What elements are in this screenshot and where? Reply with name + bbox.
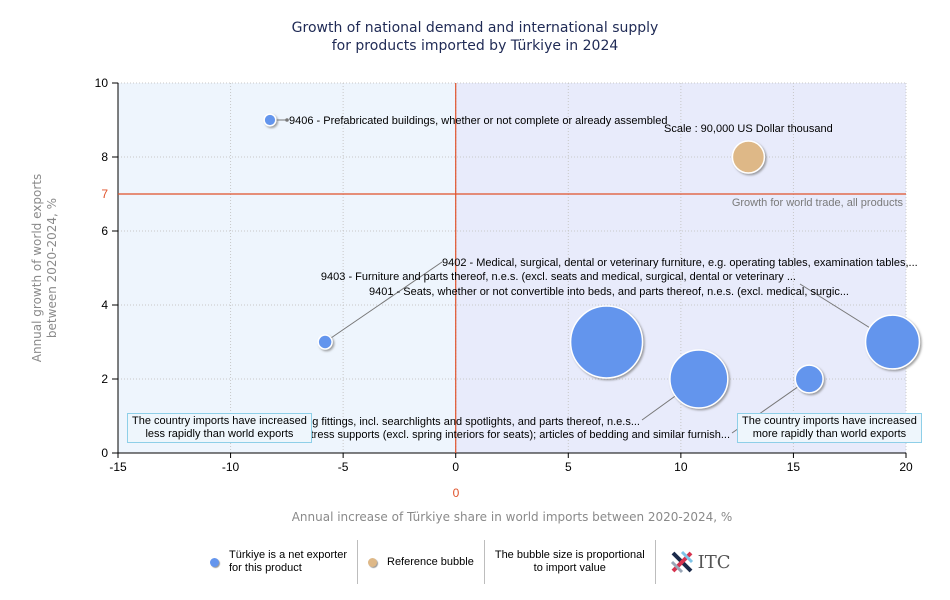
x-tick-label: 10 <box>674 460 688 474</box>
legend-item-net-exporter: Türkiye is a net exporter for this produ… <box>200 540 357 584</box>
bubble-9402[interactable] <box>317 334 333 350</box>
reference-bubble-icon <box>368 557 377 567</box>
bubbles <box>263 113 921 409</box>
y-tick-label: 6 <box>101 224 108 238</box>
y-tick-label: 10 <box>95 76 109 90</box>
reference-bubble <box>731 140 766 174</box>
legend-text: The bubble size is proportional <box>494 549 645 561</box>
bubble-9404[interactable] <box>794 364 824 394</box>
x-axis-label: Annual increase of Türkiye share in worl… <box>292 510 733 524</box>
y-tick-label: 4 <box>101 298 108 312</box>
chart-title-line-1: Growth of national demand and internatio… <box>292 20 659 36</box>
x-tick-label: -10 <box>222 460 240 474</box>
bubble-label-9405: ng fittings, incl. searchlights and spot… <box>306 416 640 428</box>
quadrant-note-bottom-left: The country imports have increased less … <box>127 413 312 443</box>
bubble-labels: 9406 - Prefabricated buildings, whether … <box>289 115 918 441</box>
x-tick-label: -15 <box>109 460 127 474</box>
legend-item-reference: Reference bubble <box>358 540 484 584</box>
chart-title-line-2: for products imported by Türkiye in 2024 <box>332 38 619 54</box>
reference-x-tick: 0 <box>453 486 460 500</box>
legend-text: Türkiye is a net exporter <box>229 549 347 561</box>
grid-lines <box>118 82 907 453</box>
legend-divider <box>654 540 656 584</box>
chart-legend: Türkiye is a net exporter for this produ… <box>200 540 731 584</box>
scale-text: Scale : 90,000 US Dollar thousand <box>664 123 833 135</box>
y-tick-label: 8 <box>101 150 108 164</box>
bubble-label-9406: 9406 - Prefabricated buildings, whether … <box>289 115 668 127</box>
reference-y-tick: 7 <box>101 187 108 201</box>
itc-logo-text: ITC <box>697 551 731 573</box>
bubble-9401[interactable] <box>569 305 644 379</box>
bubble-chart: Growth of national demand and internatio… <box>30 20 921 524</box>
x-tick-label: 20 <box>899 460 913 474</box>
leader-line-9402 <box>324 261 443 343</box>
world-trade-growth-caption: Growth for world trade, all products <box>732 197 904 209</box>
legend-divider <box>483 540 485 584</box>
bubble-label-9401: 9401 - Seats, whether or not convertible… <box>369 286 849 298</box>
bubble-label-9404: ttress supports (excl. spring interiors … <box>308 429 730 441</box>
quadrant-note-line: less rapidly than world exports <box>145 428 294 440</box>
blue-bubble-icon <box>210 557 219 567</box>
y-tick-label: 0 <box>101 446 108 460</box>
itc-logo-icon <box>670 550 693 574</box>
quadrant-note-bottom-right: The country imports have increased more … <box>737 413 922 443</box>
quadrant-note-line: The country imports have increased <box>742 415 917 427</box>
legend-text: for this product <box>229 562 302 574</box>
bubble-9405[interactable] <box>669 349 729 409</box>
itc-logo: ITC <box>656 540 731 584</box>
reference-lines <box>118 83 906 453</box>
axes: -15 -10 -5 0 5 10 15 20 0 2 4 6 8 10 <box>95 76 913 474</box>
legend-text: to import value <box>533 562 606 574</box>
leader-dot-9406 <box>285 118 289 122</box>
y-axis-label-line-2: between 2020-2024, % <box>45 198 59 338</box>
legend-divider <box>357 540 358 584</box>
y-tick-label: 2 <box>101 372 108 386</box>
quadrant-note-line: The country imports have increased <box>132 415 307 427</box>
legend-text: Reference bubble <box>387 555 474 568</box>
legend-item-size-note: The bubble size is proportional to impor… <box>485 540 655 584</box>
x-tick-label: 0 <box>452 460 459 474</box>
x-tick-label: -5 <box>338 460 349 474</box>
x-tick-label: 5 <box>565 460 572 474</box>
bubble-9403[interactable] <box>864 314 921 370</box>
y-axis-label-line-1: Annual growth of world exports <box>30 174 44 362</box>
bubble-label-9403: 9403 - Furniture and parts thereof, n.e.… <box>321 271 796 283</box>
bubble-9406[interactable] <box>263 113 277 127</box>
x-tick-label: 15 <box>787 460 801 474</box>
quadrant-left-background <box>118 83 456 453</box>
quadrant-note-line: more rapidly than world exports <box>752 428 907 440</box>
bubble-label-9402: 9402 - Medical, surgical, dental or vete… <box>442 257 918 269</box>
